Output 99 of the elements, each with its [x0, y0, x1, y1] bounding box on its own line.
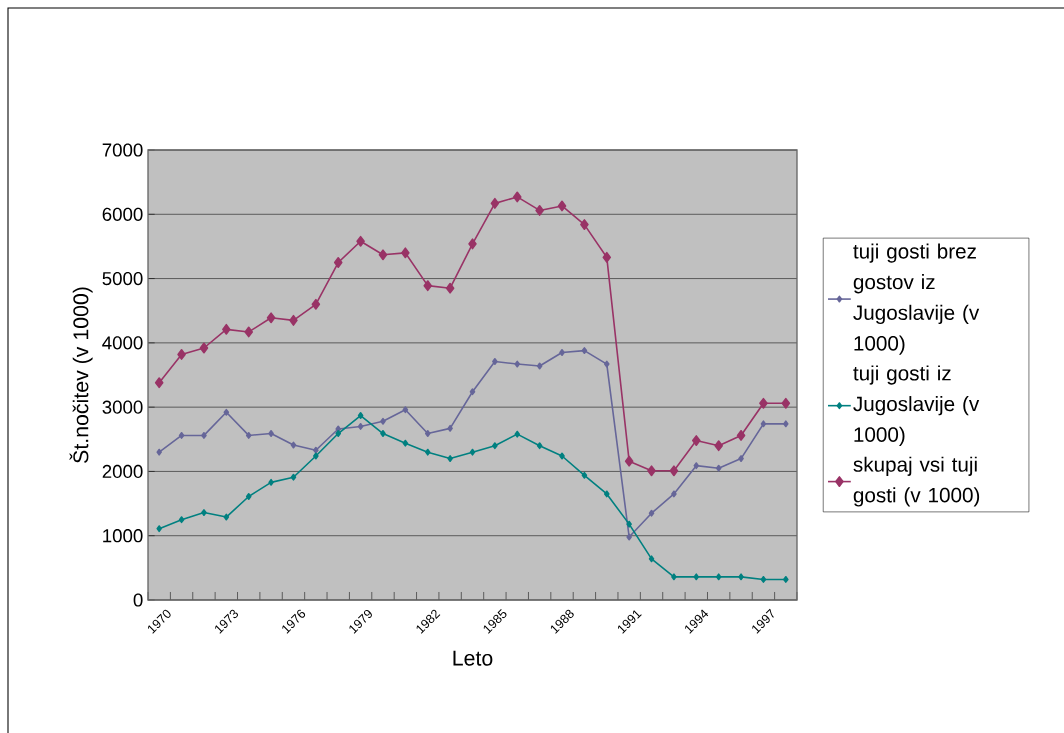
y-tick-label: 5000 [102, 271, 143, 286]
point [691, 435, 701, 447]
point [378, 249, 388, 261]
point [223, 408, 230, 416]
point [402, 439, 409, 447]
point [603, 360, 610, 368]
point [447, 455, 453, 463]
point [648, 509, 655, 517]
point [783, 575, 789, 583]
point [445, 282, 455, 294]
point [492, 442, 498, 450]
y-tick-label: 6000 [102, 207, 143, 221]
point [648, 555, 655, 563]
legend-label: skupaj vsi tuji gosti (v 1000) [853, 456, 980, 507]
point [624, 455, 634, 467]
point [603, 490, 610, 498]
point [156, 448, 162, 456]
point [647, 465, 656, 477]
point [201, 509, 207, 517]
point [401, 247, 410, 259]
x-axis-title: Leto [453, 650, 493, 666]
point [156, 525, 162, 533]
point [783, 420, 789, 428]
point [154, 377, 164, 389]
y-axis-title: Št.nočitev (v 1000) [69, 287, 93, 463]
point [289, 314, 298, 326]
point [557, 200, 567, 212]
point [602, 251, 612, 263]
point [760, 420, 767, 428]
point [402, 406, 409, 414]
point [693, 462, 700, 470]
point [424, 430, 431, 437]
point [490, 197, 500, 209]
point [581, 347, 588, 355]
y-tick-label: 3000 [102, 400, 143, 414]
point [201, 431, 207, 439]
point [266, 312, 276, 324]
point [781, 397, 791, 409]
point [715, 464, 722, 472]
point [738, 455, 744, 463]
point [447, 424, 453, 432]
point [671, 573, 677, 581]
legend-label: tuji gosti brez gostov iz Jugoslavije (v 1000) [853, 243, 980, 355]
point [715, 573, 722, 581]
y-tick-label: 0 [133, 593, 143, 607]
point [268, 478, 274, 486]
y-tick-label: 2000 [102, 464, 143, 479]
legend-label: tuji gosti iz Jugoslavije (v 1000) [853, 365, 980, 446]
point [333, 257, 343, 268]
point [178, 431, 185, 439]
point [223, 513, 230, 521]
y-tick-label: 4000 [102, 336, 143, 350]
point [468, 238, 477, 250]
point [626, 533, 632, 541]
y-tick-label: 1000 [103, 529, 143, 543]
point [199, 342, 209, 354]
point [357, 412, 364, 419]
point [311, 298, 321, 310]
point [290, 473, 297, 481]
point [290, 441, 297, 449]
point [693, 573, 700, 581]
point [514, 360, 521, 368]
point [626, 520, 632, 528]
point [492, 358, 498, 365]
point [512, 191, 522, 203]
point [671, 490, 677, 498]
point [536, 442, 543, 450]
point [669, 465, 679, 477]
point [335, 430, 342, 437]
point [514, 430, 521, 438]
point [357, 422, 364, 430]
point [424, 448, 431, 456]
point [178, 516, 185, 524]
point [356, 235, 365, 247]
point [245, 431, 252, 439]
point [423, 280, 433, 292]
point [580, 219, 589, 231]
y-tick-label: 7000 [102, 143, 143, 157]
point [222, 323, 231, 335]
point [245, 493, 252, 500]
point [268, 430, 274, 437]
point [759, 397, 768, 409]
point [469, 388, 476, 396]
point [469, 448, 476, 456]
point [559, 452, 565, 460]
point [313, 446, 319, 454]
point [714, 440, 723, 452]
point [380, 417, 386, 425]
point [736, 429, 746, 441]
point [313, 452, 319, 460]
point [559, 349, 565, 356]
point [177, 348, 186, 360]
point [535, 204, 544, 216]
point [536, 362, 543, 370]
point [244, 326, 254, 338]
point [380, 430, 386, 437]
point [738, 573, 744, 581]
point [581, 471, 588, 479]
point [760, 575, 767, 583]
